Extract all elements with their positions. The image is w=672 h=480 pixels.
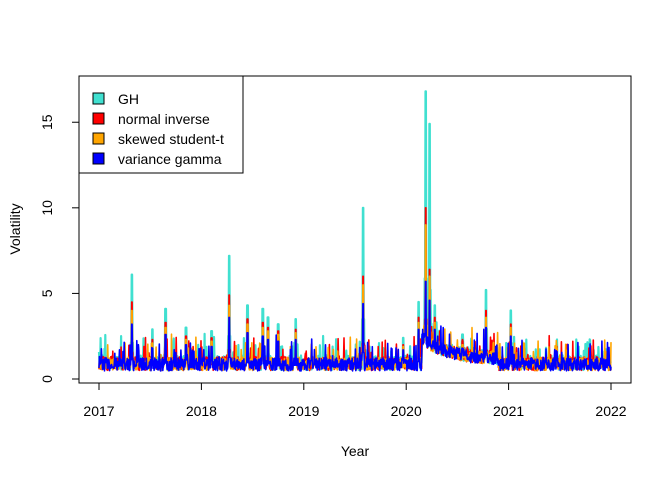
legend: GH normal inverse skewed student-t variance…: [78, 75, 244, 174]
x-tick-label: 2020: [391, 403, 422, 419]
legend-swatch: [92, 92, 105, 105]
x-axis: 2017 2018 2019 2020 2021 2022: [83, 382, 627, 419]
x-tick-label: 2019: [288, 403, 319, 419]
y-axis-label: Volatility: [7, 203, 23, 254]
x-tick-label: 2017: [83, 403, 114, 419]
legend-swatch: [92, 132, 105, 145]
y-tick-label: 0: [39, 375, 55, 383]
y-tick-label: 10: [39, 200, 55, 216]
legend-label: skewed student-t: [118, 131, 224, 147]
x-tick-label: 2022: [595, 403, 626, 419]
legend-label: GH: [118, 91, 139, 107]
legend-swatch: [92, 152, 105, 165]
y-axis: 0 5 10 15: [39, 114, 80, 383]
y-tick-label: 5: [39, 289, 55, 297]
y-tick-label: 15: [39, 114, 55, 130]
series-line-variance-gamma: [98, 280, 612, 372]
legend-box: [78, 75, 244, 174]
series-layer: [97, 90, 612, 372]
legend-label: normal inverse: [118, 111, 210, 127]
x-tick-label: 2018: [186, 403, 217, 419]
legend-label: variance gamma: [118, 151, 222, 167]
legend-swatch: [92, 112, 105, 125]
x-axis-label: Year: [341, 443, 370, 459]
x-tick-label: 2021: [493, 403, 524, 419]
